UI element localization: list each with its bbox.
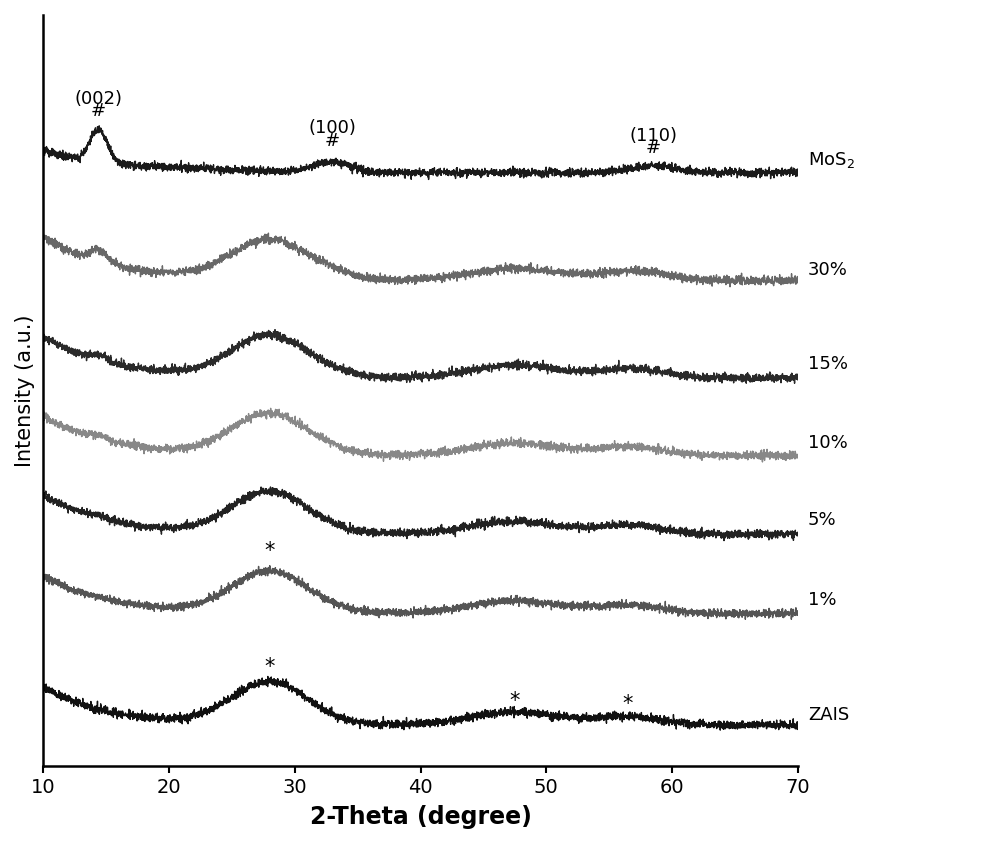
Text: (110): (110) bbox=[629, 127, 677, 145]
Text: *: * bbox=[264, 541, 275, 561]
Text: *: * bbox=[510, 691, 520, 711]
Text: #: # bbox=[646, 139, 661, 157]
Text: (002): (002) bbox=[75, 90, 123, 108]
Y-axis label: Intensity (a.u.): Intensity (a.u.) bbox=[15, 314, 35, 467]
Text: 10%: 10% bbox=[808, 435, 848, 452]
Text: 1%: 1% bbox=[808, 591, 836, 609]
Text: MoS$_2$: MoS$_2$ bbox=[808, 149, 855, 170]
X-axis label: 2-Theta (degree): 2-Theta (degree) bbox=[310, 805, 531, 829]
Text: *: * bbox=[623, 694, 633, 714]
Text: 15%: 15% bbox=[808, 355, 848, 373]
Text: #: # bbox=[325, 132, 340, 149]
Text: 30%: 30% bbox=[808, 261, 848, 279]
Text: ZAIS: ZAIS bbox=[808, 706, 849, 724]
Text: (100): (100) bbox=[309, 119, 356, 138]
Text: *: * bbox=[264, 657, 275, 677]
Text: 5%: 5% bbox=[808, 511, 836, 529]
Text: #: # bbox=[91, 102, 106, 120]
